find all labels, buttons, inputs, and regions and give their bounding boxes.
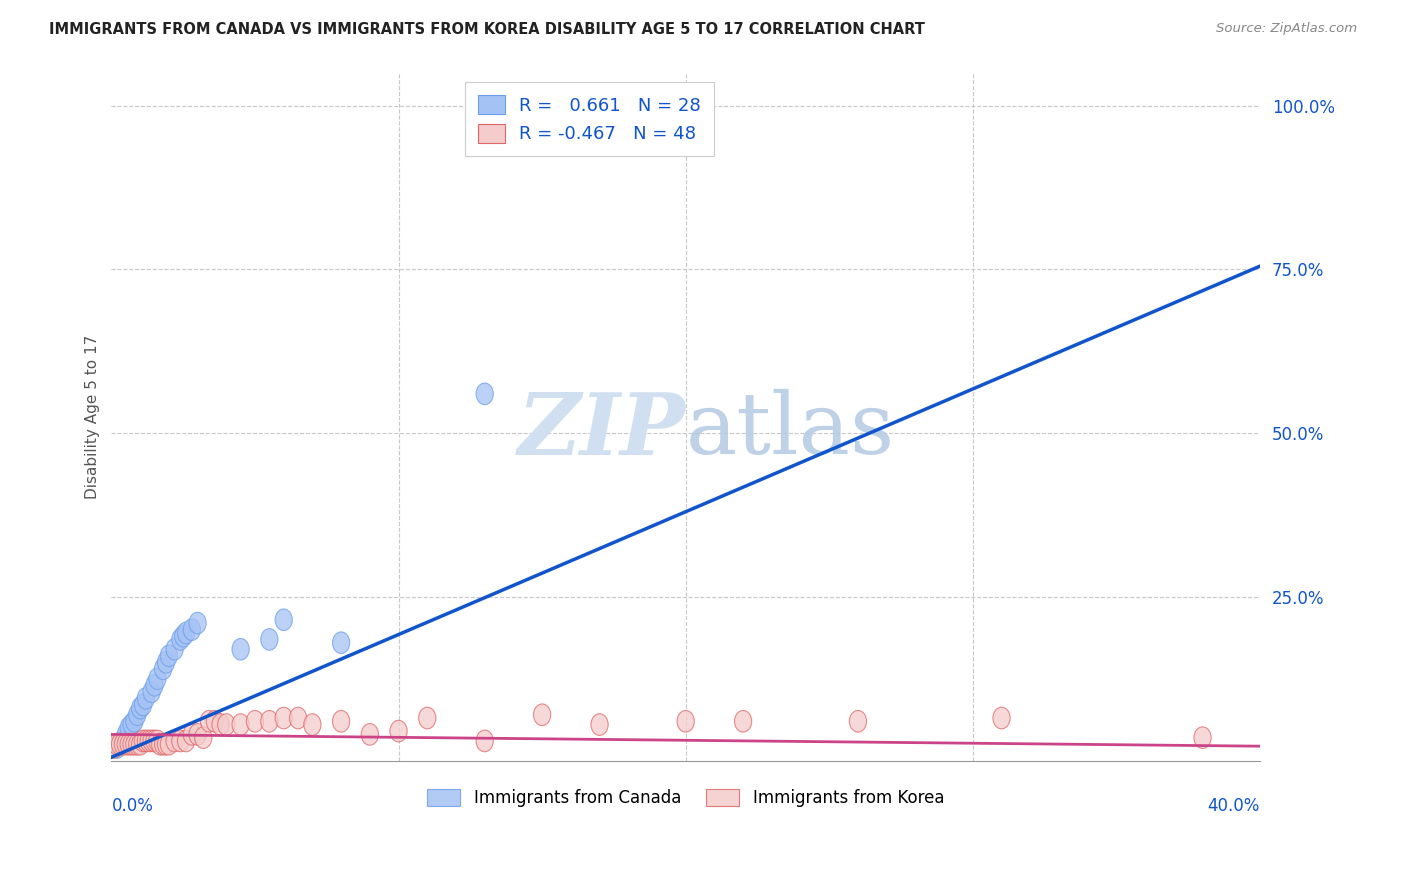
Ellipse shape: [194, 727, 212, 748]
Ellipse shape: [232, 714, 249, 735]
Text: 40.0%: 40.0%: [1208, 797, 1260, 814]
Ellipse shape: [172, 731, 188, 752]
Ellipse shape: [419, 707, 436, 729]
Ellipse shape: [678, 711, 695, 732]
Y-axis label: Disability Age 5 to 17: Disability Age 5 to 17: [86, 334, 100, 499]
Ellipse shape: [662, 95, 681, 117]
Ellipse shape: [128, 733, 146, 755]
Ellipse shape: [172, 629, 188, 650]
Ellipse shape: [332, 632, 350, 654]
Ellipse shape: [166, 639, 183, 660]
Ellipse shape: [125, 733, 143, 755]
Legend: Immigrants from Canada, Immigrants from Korea: Immigrants from Canada, Immigrants from …: [420, 782, 950, 814]
Ellipse shape: [122, 733, 141, 755]
Ellipse shape: [533, 704, 551, 725]
Ellipse shape: [143, 681, 160, 703]
Ellipse shape: [120, 733, 138, 755]
Ellipse shape: [122, 714, 141, 735]
Ellipse shape: [114, 731, 132, 752]
Text: ZIP: ZIP: [517, 389, 686, 472]
Ellipse shape: [132, 698, 149, 719]
Ellipse shape: [734, 711, 752, 732]
Ellipse shape: [332, 711, 350, 732]
Ellipse shape: [304, 714, 321, 735]
Ellipse shape: [174, 625, 191, 647]
Ellipse shape: [232, 639, 249, 660]
Ellipse shape: [146, 674, 163, 696]
Ellipse shape: [201, 711, 218, 732]
Ellipse shape: [141, 731, 157, 752]
Text: atlas: atlas: [686, 389, 894, 472]
Ellipse shape: [260, 711, 278, 732]
Ellipse shape: [117, 723, 135, 745]
Text: Source: ZipAtlas.com: Source: ZipAtlas.com: [1216, 22, 1357, 36]
Ellipse shape: [849, 711, 866, 732]
Ellipse shape: [138, 688, 155, 709]
Ellipse shape: [135, 694, 152, 715]
Ellipse shape: [160, 733, 177, 755]
Ellipse shape: [146, 731, 163, 752]
Ellipse shape: [188, 612, 207, 634]
Ellipse shape: [108, 737, 125, 758]
Text: IMMIGRANTS FROM CANADA VS IMMIGRANTS FROM KOREA DISABILITY AGE 5 TO 17 CORRELATI: IMMIGRANTS FROM CANADA VS IMMIGRANTS FRO…: [49, 22, 925, 37]
Ellipse shape: [157, 733, 174, 755]
Ellipse shape: [125, 711, 143, 732]
Ellipse shape: [155, 658, 172, 680]
Ellipse shape: [177, 731, 194, 752]
Ellipse shape: [207, 711, 224, 732]
Ellipse shape: [260, 629, 278, 650]
Ellipse shape: [132, 733, 149, 755]
Ellipse shape: [143, 731, 160, 752]
Ellipse shape: [111, 733, 128, 755]
Ellipse shape: [157, 651, 174, 673]
Ellipse shape: [993, 707, 1010, 729]
Ellipse shape: [361, 723, 378, 745]
Ellipse shape: [160, 645, 177, 666]
Ellipse shape: [166, 731, 183, 752]
Ellipse shape: [477, 383, 494, 405]
Ellipse shape: [212, 714, 229, 735]
Ellipse shape: [152, 733, 169, 755]
Ellipse shape: [276, 609, 292, 631]
Ellipse shape: [246, 711, 263, 732]
Ellipse shape: [477, 731, 494, 752]
Ellipse shape: [135, 731, 152, 752]
Ellipse shape: [389, 721, 408, 742]
Ellipse shape: [108, 733, 125, 755]
Ellipse shape: [114, 733, 132, 755]
Ellipse shape: [149, 731, 166, 752]
Ellipse shape: [155, 733, 172, 755]
Ellipse shape: [276, 707, 292, 729]
Ellipse shape: [218, 714, 235, 735]
Ellipse shape: [149, 668, 166, 690]
Ellipse shape: [120, 717, 138, 739]
Ellipse shape: [138, 731, 155, 752]
Ellipse shape: [183, 723, 201, 745]
Ellipse shape: [290, 707, 307, 729]
Ellipse shape: [591, 714, 609, 735]
Ellipse shape: [183, 619, 201, 640]
Ellipse shape: [117, 733, 135, 755]
Ellipse shape: [1194, 727, 1211, 748]
Ellipse shape: [128, 704, 146, 725]
Ellipse shape: [177, 622, 194, 644]
Ellipse shape: [105, 737, 122, 758]
Text: 0.0%: 0.0%: [111, 797, 153, 814]
Ellipse shape: [188, 723, 207, 745]
